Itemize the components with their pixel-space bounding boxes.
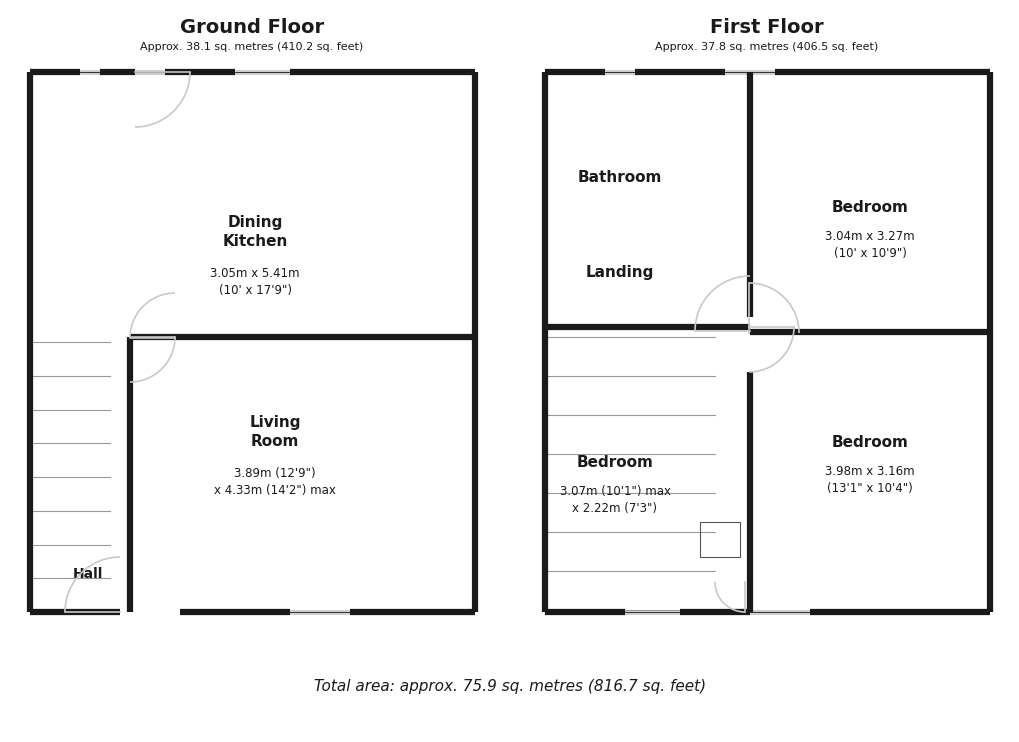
Text: Landing: Landing [585,264,653,280]
Text: Hall: Hall [72,567,103,581]
Text: Bedroom: Bedroom [576,455,653,470]
Text: Ground Floor: Ground Floor [179,18,324,36]
Text: Total area: approx. 75.9 sq. metres (816.7 sq. feet): Total area: approx. 75.9 sq. metres (816… [314,680,705,695]
Text: Bathroom: Bathroom [577,169,661,185]
Text: First Floor: First Floor [709,18,823,36]
Text: 3.89m (12'9")
x 4.33m (14'2") max: 3.89m (12'9") x 4.33m (14'2") max [214,467,335,497]
Text: Dining
Kitchen: Dining Kitchen [222,215,287,249]
Text: Living
Room: Living Room [249,416,301,449]
Text: 3.07m (10'1") max
x 2.22m (7'3"): 3.07m (10'1") max x 2.22m (7'3") [559,485,669,515]
Text: Bedroom: Bedroom [830,200,908,214]
Text: Approx. 38.1 sq. metres (410.2 sq. feet): Approx. 38.1 sq. metres (410.2 sq. feet) [141,42,363,52]
Text: 3.04m x 3.27m
(10' x 10'9"): 3.04m x 3.27m (10' x 10'9") [824,230,914,260]
Text: 3.05m x 5.41m
(10' x 17'9"): 3.05m x 5.41m (10' x 17'9") [210,267,300,297]
Text: 3.98m x 3.16m
(13'1" x 10'4"): 3.98m x 3.16m (13'1" x 10'4") [824,465,914,495]
Text: Approx. 37.8 sq. metres (406.5 sq. feet): Approx. 37.8 sq. metres (406.5 sq. feet) [655,42,877,52]
Bar [699,522,739,557]
Text: Bedroom: Bedroom [830,435,908,450]
